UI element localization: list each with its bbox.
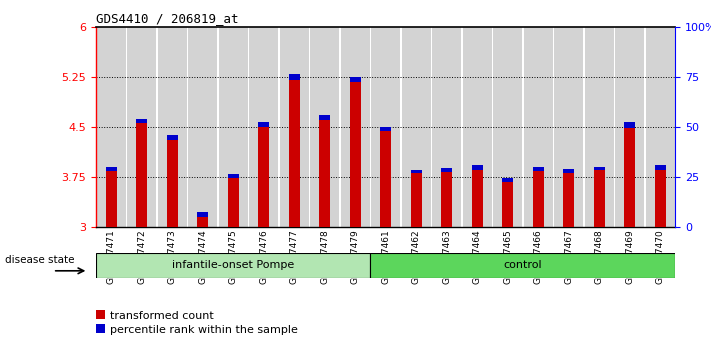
Bar: [309, 27, 310, 227]
Bar: [198, 212, 208, 217]
Bar: [127, 27, 157, 227]
Bar: [258, 122, 269, 127]
Bar: [645, 27, 675, 227]
Text: disease state: disease state: [5, 255, 74, 265]
Bar: [442, 168, 452, 172]
Text: percentile rank within the sample: percentile rank within the sample: [110, 325, 298, 335]
Bar: [248, 27, 249, 227]
Bar: [492, 27, 493, 227]
Bar: [523, 27, 553, 227]
Bar: [309, 27, 340, 227]
Bar: [431, 27, 432, 227]
Bar: [248, 27, 279, 227]
Bar: [157, 27, 188, 227]
Bar: [624, 128, 635, 227]
Bar: [411, 173, 422, 227]
Bar: [461, 27, 463, 227]
Bar: [493, 27, 523, 227]
Bar: [533, 171, 543, 227]
Bar: [400, 27, 402, 227]
Bar: [218, 27, 248, 227]
Bar: [614, 27, 645, 227]
Bar: [370, 27, 371, 227]
Bar: [370, 27, 401, 227]
Bar: [106, 167, 117, 171]
Bar: [187, 27, 188, 227]
Bar: [279, 27, 309, 227]
Bar: [340, 27, 370, 227]
Bar: [167, 135, 178, 140]
Bar: [584, 27, 614, 227]
Bar: [553, 27, 584, 227]
Bar: [462, 27, 493, 227]
Bar: [137, 123, 147, 227]
Bar: [258, 127, 269, 227]
Bar: [655, 165, 665, 170]
Bar: [96, 27, 127, 227]
Bar: [380, 131, 391, 227]
Bar: [319, 115, 330, 120]
Text: GDS4410 / 206819_at: GDS4410 / 206819_at: [96, 12, 238, 25]
Bar: [319, 120, 330, 227]
Bar: [96, 253, 370, 278]
Bar: [137, 119, 147, 123]
Text: infantile-onset Pompe: infantile-onset Pompe: [172, 261, 294, 270]
Bar: [472, 170, 483, 227]
Bar: [503, 182, 513, 227]
Bar: [644, 27, 646, 227]
Bar: [156, 27, 158, 227]
Bar: [503, 178, 513, 182]
Bar: [624, 122, 635, 128]
Bar: [198, 217, 208, 227]
Bar: [442, 172, 452, 227]
Bar: [370, 253, 675, 278]
Bar: [228, 174, 239, 178]
Bar: [594, 170, 604, 227]
Bar: [432, 27, 462, 227]
Bar: [594, 167, 604, 170]
Bar: [472, 165, 483, 170]
Bar: [553, 27, 554, 227]
Bar: [350, 82, 360, 227]
Bar: [289, 74, 299, 80]
Text: control: control: [503, 261, 542, 270]
Bar: [188, 27, 218, 227]
Bar: [583, 27, 584, 227]
Bar: [339, 27, 341, 227]
Text: transformed count: transformed count: [110, 311, 214, 321]
Bar: [289, 80, 299, 227]
Bar: [228, 178, 239, 227]
Bar: [563, 169, 574, 172]
Bar: [350, 77, 360, 82]
Bar: [563, 172, 574, 227]
Bar: [533, 167, 543, 171]
Bar: [411, 170, 422, 173]
Bar: [380, 127, 391, 131]
Bar: [614, 27, 615, 227]
Bar: [167, 140, 178, 227]
Bar: [106, 171, 117, 227]
Bar: [401, 27, 432, 227]
Bar: [126, 27, 127, 227]
Bar: [655, 170, 665, 227]
